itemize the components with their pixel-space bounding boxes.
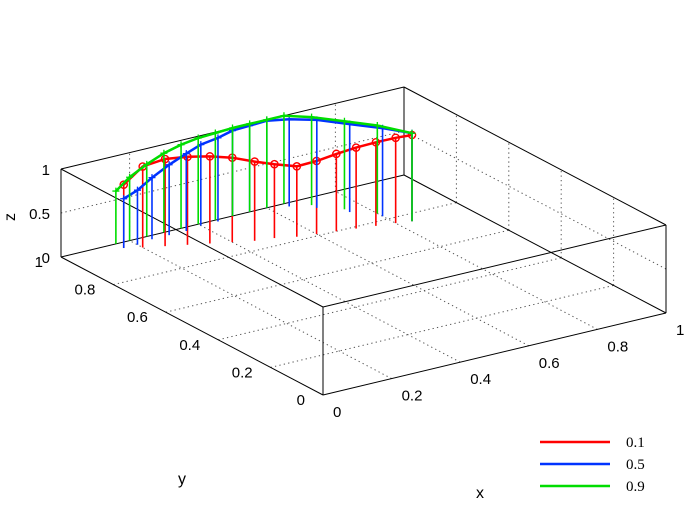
- data-point-marker: [408, 129, 416, 137]
- z-tick-label: 0: [42, 250, 50, 267]
- y-tick-label: 0: [297, 392, 305, 409]
- floor-grid-line: [266, 207, 530, 347]
- side-wall-grid-line: [403, 130, 667, 270]
- floor-grid-line: [165, 229, 509, 313]
- box-edge: [60, 256, 324, 396]
- data-point-marker: [177, 141, 185, 149]
- floor-grid-line: [270, 284, 614, 368]
- data-point-marker: [194, 134, 202, 142]
- data-point-marker: [182, 150, 190, 158]
- z-tick-label: 1: [42, 162, 50, 179]
- box-edge: [60, 168, 324, 308]
- x-tick-label: 0.4: [470, 371, 491, 388]
- x-tick-label: 0.8: [607, 338, 628, 355]
- legend-label: 0.1: [626, 435, 645, 451]
- x-axis-label: x: [476, 485, 484, 502]
- x-tick-label: 0: [333, 404, 341, 421]
- data-point-marker: [160, 149, 168, 157]
- y-axis-label: y: [178, 471, 186, 488]
- data-point-marker: [246, 120, 254, 128]
- data-point-marker: [160, 154, 170, 164]
- data-point-marker: [211, 129, 219, 137]
- data-point-marker: [148, 174, 156, 182]
- data-point-marker: [119, 180, 129, 189]
- data-series: [112, 112, 417, 249]
- data-point-marker: [373, 121, 381, 129]
- y-tick-label: 0.6: [127, 309, 148, 326]
- legend-label: 0.9: [626, 479, 645, 495]
- data-point-marker: [270, 159, 279, 169]
- x-tick-label: 0.6: [539, 355, 560, 372]
- box-edge: [322, 312, 667, 396]
- data-point-marker: [126, 173, 134, 181]
- data-point-marker: [143, 160, 151, 168]
- data-point-marker: [205, 152, 215, 161]
- data-point-marker: [133, 186, 141, 194]
- data-point-marker: [250, 157, 259, 166]
- axes-box: [60, 86, 667, 396]
- data-point-marker: [112, 187, 120, 195]
- data-point-marker: [332, 149, 341, 159]
- data-point-marker: [391, 133, 400, 143]
- data-point-marker: [351, 143, 361, 152]
- data-point-marker: [292, 162, 302, 171]
- x-tick-label: 1: [676, 322, 684, 339]
- y-tick-label: 0.2: [232, 364, 253, 381]
- floor-grid-line: [218, 257, 562, 341]
- y-tick-label: 0.8: [75, 282, 96, 299]
- data-point-marker: [120, 195, 128, 203]
- data-point-marker: [229, 124, 236, 132]
- y-tick-label: 0.4: [179, 337, 200, 354]
- data-point-marker: [340, 117, 348, 125]
- box-edge: [403, 174, 667, 314]
- x-tick-label: 0.2: [402, 388, 423, 405]
- data-point-marker: [165, 161, 173, 169]
- z-tick-label: 0.5: [29, 206, 50, 223]
- series-curve: [122, 133, 413, 186]
- legend: 0.1 0.5 0.9: [540, 435, 645, 495]
- series-0.9: [112, 112, 416, 244]
- z-axis-label: z: [2, 213, 19, 221]
- floor-grid-line: [197, 223, 461, 363]
- y-tick-label: 1: [35, 254, 43, 271]
- box-edge: [322, 224, 667, 308]
- legend-label: 0.5: [626, 457, 645, 473]
- floor-grid-line: [129, 240, 392, 380]
- floor-grid-line: [113, 202, 457, 286]
- box-edge: [403, 86, 667, 226]
- data-point-marker: [263, 116, 271, 124]
- data-point-marker: [308, 113, 316, 121]
- data-point-marker: [371, 137, 381, 147]
- data-point-marker: [280, 112, 288, 120]
